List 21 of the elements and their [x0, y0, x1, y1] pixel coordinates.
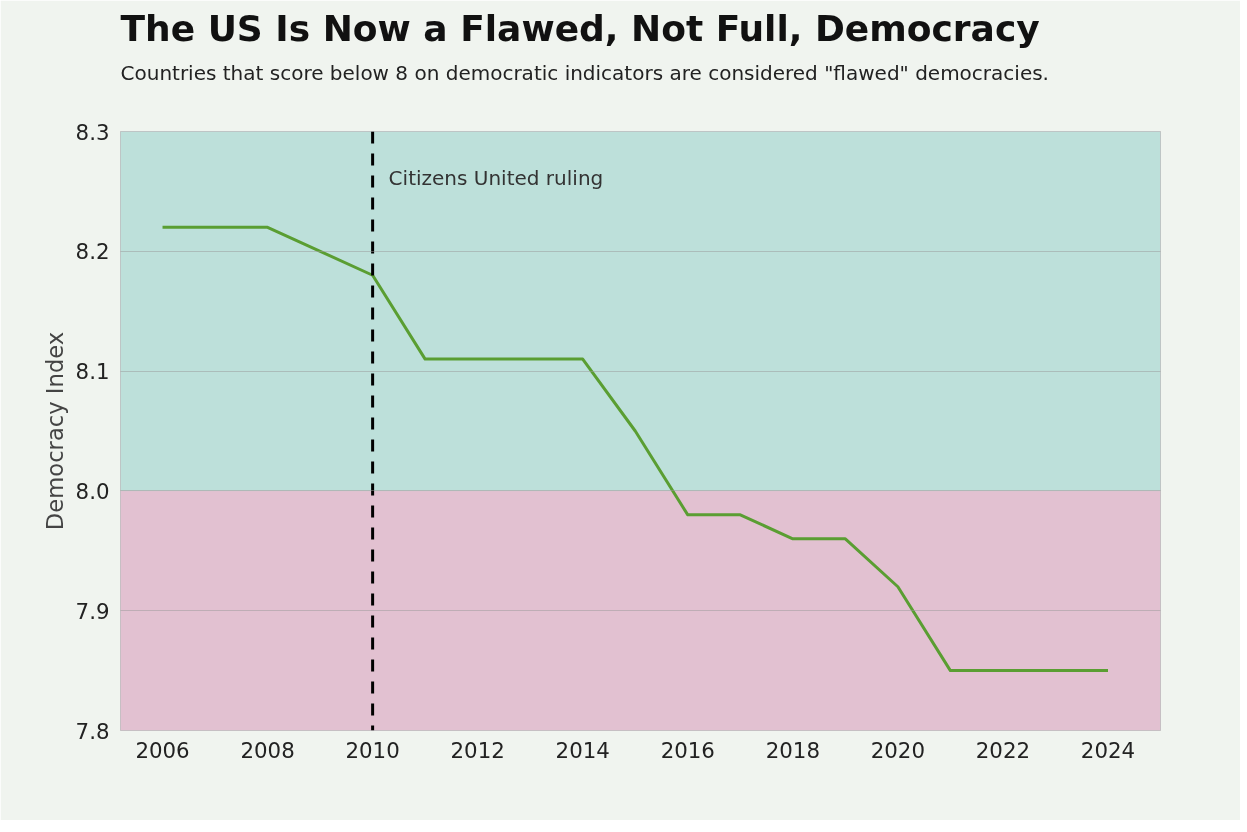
- x-tick-label: 2006: [135, 737, 190, 763]
- y-tick-label: 8.1: [75, 359, 110, 385]
- x-tick-label: 2018: [765, 737, 820, 763]
- chart-title: The US Is Now a Flawed, Not Full, Democracy: [120, 7, 1040, 49]
- y-tick-label: 8.3: [75, 119, 110, 145]
- x-tick-label: 2024: [1080, 737, 1136, 763]
- x-tick-label: 2022: [975, 737, 1031, 763]
- x-tick-label: 2008: [240, 737, 295, 763]
- y-tick-label: 7.9: [75, 598, 110, 624]
- ref-line-label: Citizens United ruling: [388, 165, 604, 190]
- y-tick-label: 8.2: [75, 239, 110, 265]
- y-tick-label: 7.8: [75, 718, 110, 744]
- y-tick-label: 8.0: [75, 478, 110, 504]
- x-tick-label: 2014: [555, 737, 610, 763]
- chart-subtitle: Countries that score below 8 on democratic indicators are considered "flawed" democracies.: [120, 60, 1049, 85]
- x-tick-label: 2020: [870, 737, 926, 763]
- x-tick-label: 2012: [450, 737, 505, 763]
- x-tick-label: 2016: [660, 737, 715, 763]
- x-tick-label: 2010: [345, 737, 400, 763]
- y-axis-title: Democracy Index: [41, 331, 68, 531]
- line-series: [161, 225, 1110, 673]
